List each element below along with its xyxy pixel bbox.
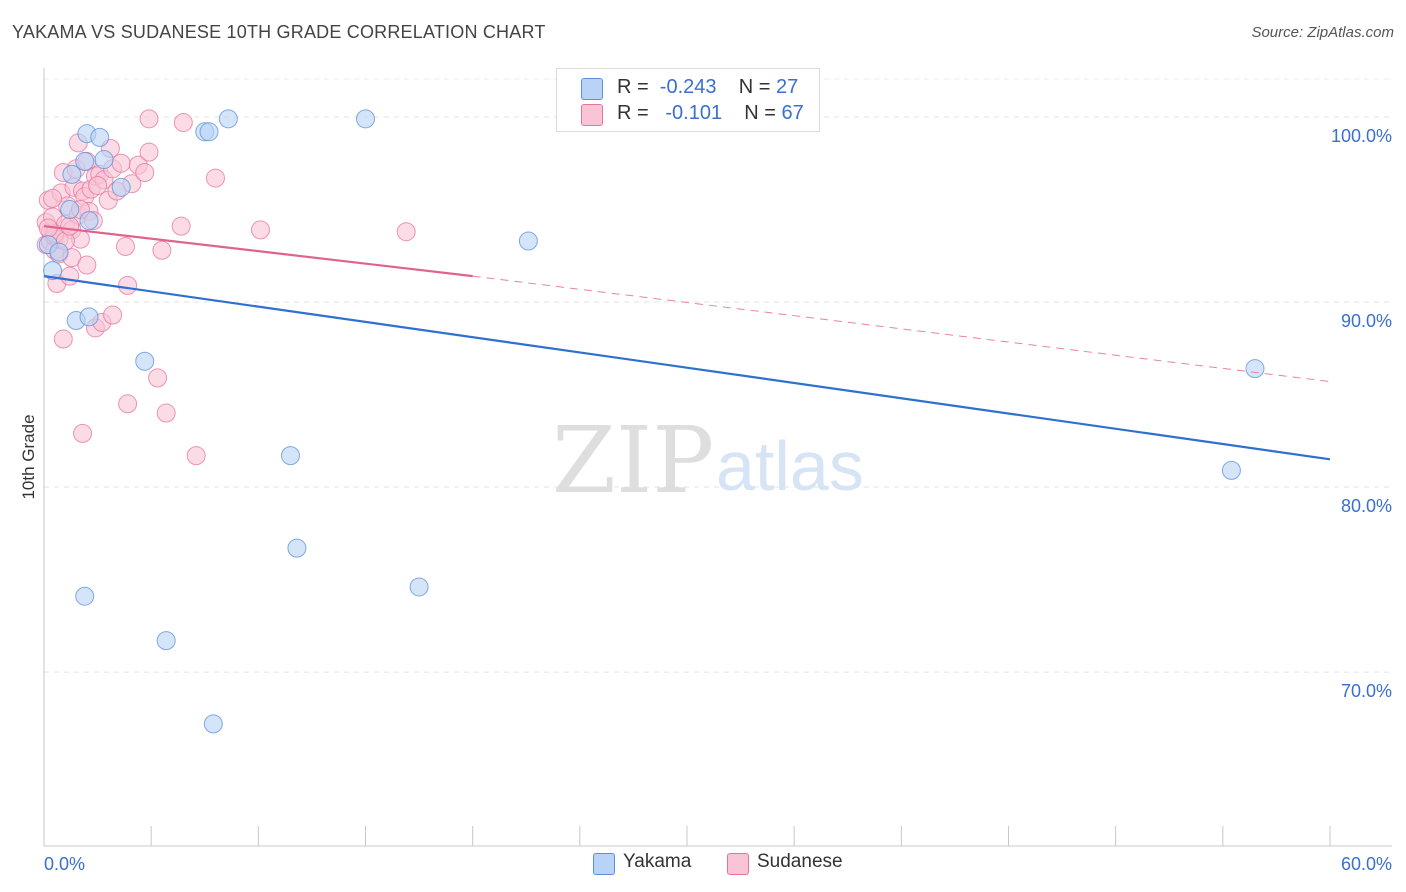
legend-sudanese-label: Sudanese [757,851,843,872]
sudanese-point [396,222,416,242]
yakama-point [1221,460,1241,480]
yakama-r-value: -0.243 [659,76,717,98]
x-tick-label-left: 0.0% [44,854,85,874]
yakama-point [135,351,155,371]
sudanese-point [118,394,138,414]
y-tick-label: 70.0% [1341,681,1392,701]
yakama-point [79,307,99,327]
sudanese-point [173,113,193,133]
sudanese-trend-extension [472,275,1331,383]
yakama-swatch [581,78,603,100]
y-tick-label: 100.0% [1331,126,1392,146]
sudanese-point [53,329,73,349]
y-tick-label: 90.0% [1341,311,1392,331]
sudanese-point [139,109,159,129]
source-label: Source: ZipAtlas.com [1251,24,1394,41]
series-yakama-points [38,109,1265,734]
stats-legend: R = -0.243 N = 27 R = -0.101 N = 67 [556,68,820,132]
watermark-zip: ZIP [552,407,714,514]
yakama-point [111,177,131,197]
x-tick-label-right: 60.0% [1341,854,1392,874]
sudanese-point [186,446,206,466]
yakama-point [49,242,69,262]
yakama-point [94,150,114,170]
yakama-point [280,446,300,466]
yakama-point [203,714,223,734]
sudanese-point [60,216,80,236]
sudanese-point [148,368,168,388]
y-axis-label: 10th Grade [19,414,38,499]
yakama-point [409,577,429,597]
yakama-point [75,586,95,606]
yakama-point [75,151,95,171]
sudanese-point [118,275,138,295]
yakama-point [287,538,307,558]
sudanese-point [111,153,131,173]
gridlines [44,78,1392,673]
sudanese-point [43,188,63,208]
yakama-point [90,127,110,147]
sudanese-point [135,163,155,183]
sudanese-point [88,175,108,195]
sudanese-point [115,237,135,257]
sudanese-point [103,305,123,325]
sudanese-point [60,266,80,286]
yakama-point [356,109,375,129]
watermark: ZIP atlas [552,407,864,514]
sudanese-point [77,255,97,275]
trend-lines [43,225,1331,461]
sudanese-trend-line [43,225,473,278]
yakama-point [62,164,82,184]
sudanese-n-value: 67 [781,102,804,124]
yakama-trend-line [43,275,1331,461]
yakama-n-value: 27 [775,76,799,98]
y-tick-labels: 100.0% 90.0% 80.0% 70.0% [1331,126,1392,701]
yakama-point [218,109,238,129]
yakama-point [518,231,538,251]
watermark-atlas: atlas [716,427,864,505]
sudanese-point [171,216,191,236]
x-ticks [43,826,1331,846]
legend-yakama-swatch [593,853,615,875]
sudanese-point [205,168,225,188]
yakama-point [43,261,63,281]
yakama-point [79,211,99,231]
legend-sudanese-swatch [727,853,749,875]
chart-title: YAKAMA VS SUDANESE 10TH GRADE CORRELATIO… [12,22,546,42]
sudanese-r-value: -0.101 [665,102,723,124]
sudanese-point [73,423,93,443]
yakama-point [156,631,176,651]
yakama-point [60,200,80,220]
sudanese-swatch [581,104,603,126]
sudanese-point [156,403,176,423]
legend-yakama-label: Yakama [623,851,692,872]
sudanese-point [139,142,159,162]
sudanese-point [152,240,172,260]
y-tick-label: 80.0% [1341,496,1392,516]
sudanese-point [250,220,270,240]
yakama-point [1245,359,1265,379]
yakama-point [199,122,219,142]
